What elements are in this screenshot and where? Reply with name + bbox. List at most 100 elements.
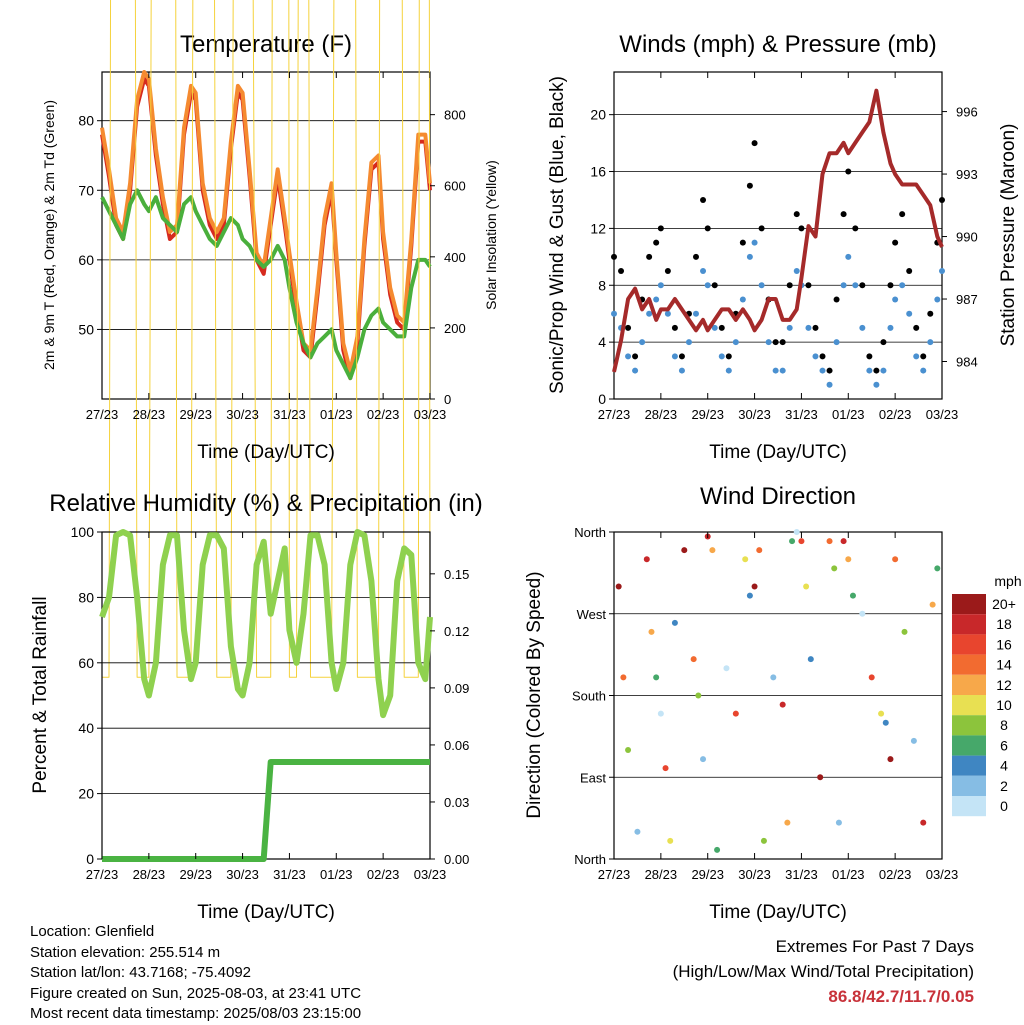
y2-tick-label: 984 — [956, 355, 978, 370]
wind-point — [732, 339, 739, 346]
latlon-text: Station lat/lon: 43.7168; -75.4092 — [30, 964, 252, 981]
wind-point — [779, 339, 786, 346]
direction-point — [845, 556, 852, 563]
wind-point — [646, 310, 653, 317]
wind-point — [845, 168, 852, 175]
colorbar-label: 14 — [996, 657, 1012, 673]
winds-gridlines — [614, 114, 942, 343]
wind-point — [866, 367, 873, 374]
wind-point — [772, 339, 779, 346]
wind-point — [704, 282, 711, 289]
direction-point — [929, 601, 936, 608]
y-tick-label: East — [580, 770, 606, 785]
series-line — [99, 529, 433, 719]
wind-point — [758, 282, 765, 289]
wind-point — [632, 367, 639, 374]
wind-point — [840, 211, 847, 218]
humidity-left-ticks: 0 20 40 60 80 100 — [71, 524, 102, 867]
temperature-y2label: Solar Insolation (Yellow) — [483, 160, 499, 310]
x-tick-label: 02/23 — [879, 407, 912, 422]
colorbar-title: mph — [994, 573, 1021, 589]
wind-point — [793, 268, 800, 275]
y-tick-label: North — [574, 852, 606, 867]
x-tick-label: 29/23 — [179, 407, 212, 422]
x-tick-label: 01/23 — [320, 867, 353, 882]
y2-tick-label: 993 — [956, 167, 978, 182]
temperature-panel: Temperature (F) 50 60 70 80 0 200 400 600 800 2… — [41, 0, 499, 678]
wind-point — [786, 324, 793, 331]
x-tick-label: 27/23 — [86, 867, 119, 882]
temperature-title: Temperature (F) — [180, 31, 352, 58]
direction-point — [760, 837, 767, 844]
wind-point — [866, 353, 873, 360]
wind-point — [693, 253, 699, 260]
y2-tick-label: 0.12 — [444, 624, 469, 639]
wind-point — [765, 339, 772, 346]
direction-point — [756, 547, 763, 554]
y2-tick-label: 990 — [956, 230, 978, 245]
humidity-right-ticks: 0.00 0.03 0.06 0.09 0.12 0.15 — [430, 567, 469, 867]
wind-point — [751, 239, 758, 246]
wind-point — [625, 324, 632, 331]
wind-point — [746, 253, 753, 260]
direction-point — [653, 674, 660, 681]
wind-point — [833, 296, 840, 303]
humidity-panel: Relative Humidity (%) & Precipitation (i… — [30, 490, 483, 923]
x-tick-label: 29/23 — [179, 867, 212, 882]
direction-point — [835, 819, 842, 826]
wind-point — [611, 253, 617, 260]
wind-point — [920, 353, 927, 360]
y-tick-label: South — [572, 689, 606, 704]
wind-point — [927, 310, 934, 317]
x-tick-label: 01/23 — [832, 407, 865, 422]
wind-point — [852, 225, 859, 232]
direction-point — [826, 538, 833, 545]
x-tick-label: 28/23 — [133, 867, 166, 882]
y2-tick-label: 0.06 — [444, 738, 469, 753]
y2-tick-label: 400 — [444, 250, 466, 265]
wind-point — [934, 296, 941, 303]
wind-direction-xlabel: Time (Day/UTC) — [709, 902, 847, 923]
direction-point — [920, 819, 927, 826]
wind-point — [711, 324, 718, 331]
direction-point — [742, 556, 749, 563]
y2-tick-label: 200 — [444, 321, 466, 336]
colorbar-swatch — [952, 755, 986, 776]
wind-point — [611, 310, 617, 317]
y-tick-label: 80 — [78, 589, 94, 605]
y-tick-label: 12 — [590, 220, 606, 236]
wind-point — [678, 353, 685, 360]
wind-point — [664, 268, 671, 275]
y-tick-label: 0 — [598, 391, 606, 407]
wind-point — [685, 339, 692, 346]
wind-direction-x-ticks: 27/23 28/23 29/23 30/23 31/23 01/23 02/23 03/23 — [598, 532, 958, 882]
colorbar-swatch — [952, 695, 986, 716]
wind-point — [840, 282, 847, 289]
y-tick-label: 60 — [78, 252, 94, 268]
wind-point — [887, 282, 894, 289]
y2-tick-label: 0.03 — [444, 795, 469, 810]
wind-point — [653, 239, 660, 246]
created-text: Figure created on Sun, 2025-08-03, at 23… — [30, 984, 362, 1002]
wind-direction-ylabel: Direction (Colored By Speed) — [524, 571, 545, 818]
x-tick-label: 28/23 — [645, 867, 678, 882]
temperature-x-ticks: 27/23 28/23 29/23 30/23 31/23 01/23 02/23 03/23 — [86, 72, 446, 422]
series-line — [100, 188, 432, 381]
direction-point — [648, 628, 655, 635]
wind-point — [819, 367, 826, 374]
colorbar-label: 0 — [1000, 798, 1008, 814]
x-tick-label: 27/23 — [598, 407, 631, 422]
wind-point — [671, 324, 678, 331]
wind-point — [639, 339, 646, 346]
winds-title: Winds (mph) & Pressure (mb) — [619, 31, 936, 58]
x-tick-label: 02/23 — [879, 867, 912, 882]
colorbar-swatch — [952, 674, 986, 695]
wind-point — [873, 381, 880, 388]
direction-point — [817, 774, 824, 781]
direction-point — [887, 756, 894, 763]
y2-tick-label: 0.00 — [444, 852, 469, 867]
direction-point — [700, 756, 707, 763]
x-tick-label: 31/23 — [273, 407, 306, 422]
location-text: Location: Glenfield — [30, 923, 155, 940]
recent-text: Most recent data timestamp: 2025/08/03 2… — [30, 1005, 362, 1022]
